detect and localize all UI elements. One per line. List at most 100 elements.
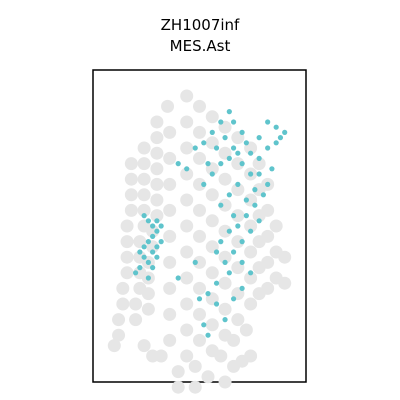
highlight-spot [145,259,151,265]
background-spot [193,99,206,113]
highlight-spot [201,140,207,146]
background-spot [193,125,206,139]
highlight-spot [273,140,279,146]
background-spot [124,157,138,171]
highlight-spot [145,218,151,224]
background-spot [201,370,215,384]
background-spot [124,203,138,217]
background-spot [193,203,206,217]
highlight-spot [248,228,254,234]
highlight-spot [158,223,164,229]
highlight-spot [230,249,237,255]
background-spot [129,297,143,311]
highlight-spot [248,150,254,156]
background-spot [120,250,134,264]
highlight-spot [133,270,139,276]
background-spot [137,203,151,217]
background-spot [163,255,177,269]
background-spot [278,276,292,290]
background-spot [163,177,177,191]
highlight-spot [265,145,271,151]
highlight-spot [137,265,143,271]
background-spot [163,229,177,243]
highlight-spot [192,145,198,151]
highlight-spot [175,161,181,167]
highlight-spot [239,161,245,167]
background-spot [150,177,164,191]
highlight-spot [256,155,262,161]
background-spot [218,276,232,290]
chart-title-line-1: ZH1007inf [160,16,240,34]
background-spot [180,193,194,207]
background-spot [120,219,134,233]
highlight-spot [239,239,245,245]
background-spot [146,349,160,363]
background-spot [244,297,258,311]
highlight-spot [154,244,160,250]
background-spot [150,115,164,129]
background-spot [137,172,151,186]
highlight-spot [273,124,279,130]
highlight-spot [230,145,237,151]
highlight-spot [209,171,215,177]
background-spot [180,349,194,363]
background-spot [193,151,206,165]
background-spot [231,157,245,171]
highlight-spot [145,275,151,281]
background-spot [180,115,194,129]
highlight-spot [222,259,228,265]
background-spot [120,235,134,249]
highlight-spot [256,135,262,141]
background-spot [112,313,126,327]
background-spot [180,141,194,155]
background-spot [137,339,151,353]
highlight-spot [205,332,211,338]
background-spot [218,224,232,238]
chart-title-line-2: MES.Ast [169,37,231,55]
background-spot [188,359,202,373]
highlight-spot [248,171,254,177]
highlight-spot [150,223,156,229]
background-spot [180,89,194,103]
highlight-spot [222,317,228,323]
highlight-spot [213,280,220,286]
highlight-spot [226,228,232,234]
background-spot [205,318,219,332]
background-spot [124,172,138,186]
background-spot [218,250,232,264]
background-spot [278,250,292,264]
background-spot [205,214,219,228]
highlight-spot [260,192,266,198]
highlight-spot [239,259,245,265]
background-spot [193,177,206,191]
highlight-spot [256,171,262,177]
background-spot [214,349,228,363]
highlight-spot [256,218,262,224]
highlight-spot [252,187,258,193]
highlight-spot [230,119,237,125]
background-spot [141,302,155,316]
background-spot [231,313,245,327]
background-spot [193,255,206,269]
highlight-spot [222,135,228,141]
background-spot [171,380,185,394]
highlight-spot [226,155,232,161]
background-spot [231,183,245,197]
highlight-spot [218,202,224,208]
background-spot [218,198,232,212]
background-spot [137,157,151,171]
background-spot [193,281,206,295]
background-spot [244,245,258,259]
highlight-spot [158,239,164,245]
highlight-spot [150,249,156,255]
highlight-spot [243,140,249,146]
highlight-spot [235,150,241,156]
background-spot [163,333,177,347]
background-spot [116,281,130,295]
background-spot [124,188,138,202]
background-spot [112,328,126,342]
highlight-spot [150,265,156,271]
highlight-spot [196,296,203,302]
background-spot [193,333,206,347]
highlight-spot [154,218,160,224]
